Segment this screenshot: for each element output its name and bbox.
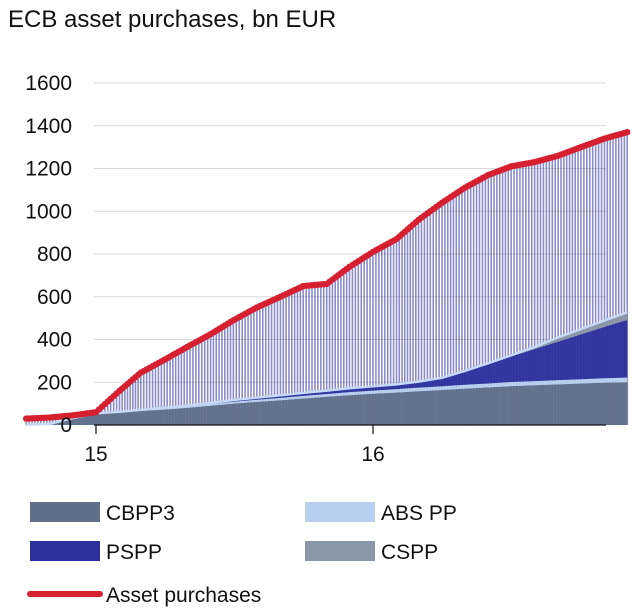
x-tick-label-15: 15 — [84, 443, 107, 466]
y-tick-label-400: 400 — [37, 329, 72, 352]
areas — [26, 311, 628, 427]
area-pspp — [26, 319, 628, 425]
legend-label-asset-purchases: Asset purchases — [106, 584, 261, 607]
legend-label-cbpp3: CBPP3 — [106, 502, 175, 525]
legend-swatch-cspp — [305, 541, 375, 561]
area-cbpp3 — [26, 382, 628, 425]
legend-label-abs-pp: ABS PP — [381, 502, 457, 525]
abs-pp-boundary — [26, 311, 628, 427]
x-axis: 15 16 — [84, 424, 606, 466]
y-tick-label-1600: 1600 — [25, 72, 72, 95]
legend-label-cspp: CSPP — [381, 541, 438, 564]
chart-title: ECB asset purchases, bn EUR — [8, 6, 337, 33]
y-tick-label-800: 800 — [37, 243, 72, 266]
area-abs-pp — [26, 377, 628, 425]
legend-label-pspp: PSPP — [106, 541, 162, 564]
legend: CBPP3 ABS PP PSPP CSPP Asset purchases — [27, 502, 457, 607]
legend-swatch-cbpp3 — [30, 502, 100, 522]
x-tick-label-16: 16 — [361, 443, 384, 466]
asset-purchases-line-layer — [22, 128, 631, 422]
y-tick-label-1400: 1400 — [25, 115, 72, 138]
y-tick-label-600: 600 — [37, 286, 72, 309]
asset-purchases-point — [624, 128, 631, 136]
legend-swatch-abs-pp — [305, 502, 375, 522]
y-tick-label-0: 0 — [60, 414, 72, 437]
y-tick-label-1000: 1000 — [25, 200, 72, 223]
y-axis: 0 200 400 600 800 1000 1200 1400 1600 — [25, 72, 72, 437]
y-tick-label-1200: 1200 — [25, 158, 72, 181]
legend-swatch-pspp — [30, 541, 100, 561]
y-tick-label-200: 200 — [37, 371, 72, 394]
